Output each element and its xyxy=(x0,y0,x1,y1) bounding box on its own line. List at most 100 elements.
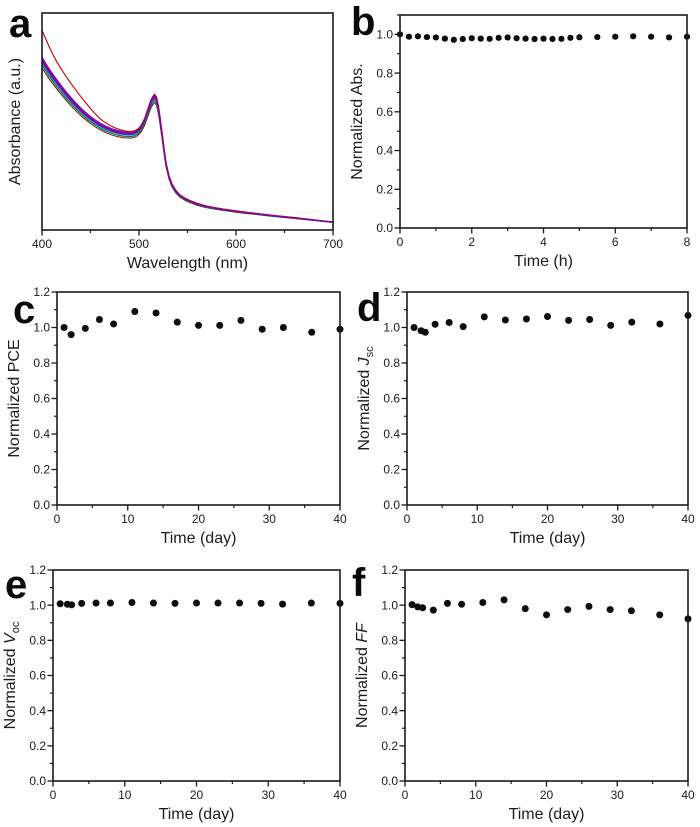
data-point xyxy=(468,35,475,42)
y-axis-title: Normalized PCE xyxy=(6,339,23,457)
x-axis-title: Time (h) xyxy=(514,253,573,270)
panel-letter-e: e xyxy=(5,563,27,607)
chart-host-d: 0 10 20 30 40 0.0 0.2 0.4 0.6 0.8 1.0 1.2 Time (day)… xyxy=(350,278,700,555)
data-point xyxy=(504,34,511,41)
x-axis: 0 2 4 6 8 xyxy=(397,228,691,249)
data-point xyxy=(237,316,245,324)
y-tick-label: 0.8 xyxy=(33,356,50,370)
data-point xyxy=(106,599,114,607)
data-point xyxy=(656,611,664,619)
spectrum-curve xyxy=(41,58,334,223)
data-point xyxy=(68,601,76,609)
x-tick-label: 40 xyxy=(681,788,695,802)
y-tick-label: 0.2 xyxy=(381,739,398,753)
data-point xyxy=(585,602,593,610)
data-points xyxy=(60,308,344,339)
data-point xyxy=(513,35,520,42)
x-tick-label: 6 xyxy=(612,235,619,249)
data-point xyxy=(308,328,316,336)
y-axis: 0.0 0.2 0.4 0.6 0.8 1.0 1.2 xyxy=(33,285,57,512)
spectrum-curve xyxy=(41,60,334,223)
y-tick-label: 0.6 xyxy=(33,392,50,406)
x-tick-label: 700 xyxy=(323,237,343,251)
y-tick-label: 0.0 xyxy=(29,774,46,788)
spectrum-curve xyxy=(41,62,334,223)
x-tick-label: 2 xyxy=(468,235,475,249)
data-point xyxy=(558,35,565,42)
data-point xyxy=(423,33,431,41)
panel-d: d 0 10 20 30 40 0.0 0.2 0.4 0.6 0.8 1.0 1.2 Time (da… xyxy=(350,278,700,555)
panel-f: f 0 10 20 30 40 0.0 0.2 0.4 0.6 0.8 1.0 1.2 Time (da… xyxy=(350,555,700,827)
chart-a: 400 500 600 700 Wavelength (nm) Absorbance (a… xyxy=(7,12,343,272)
plot-frame xyxy=(406,291,689,506)
data-point xyxy=(149,599,157,607)
spectrum-curve xyxy=(41,60,334,223)
y-tick-label: 0.2 xyxy=(383,463,400,477)
data-point xyxy=(607,321,615,329)
panel-letter-b: b xyxy=(351,0,375,44)
y-tick-label: 0.4 xyxy=(376,144,393,158)
data-point xyxy=(405,33,413,40)
data-point xyxy=(60,324,68,331)
data-point xyxy=(522,315,530,323)
x-axis-title: Time (day) xyxy=(161,530,237,547)
y-tick-label: 0.0 xyxy=(33,498,50,512)
panel-letter-f: f xyxy=(352,561,365,605)
x-axis: 0 10 20 30 40 xyxy=(50,781,347,802)
data-point xyxy=(486,35,493,42)
data-point xyxy=(480,313,488,321)
x-tick-label: 20 xyxy=(190,788,204,802)
x-tick-label: 40 xyxy=(333,788,347,802)
data-point xyxy=(479,599,487,607)
spectrum-curve xyxy=(41,30,334,223)
y-tick-label: 1.2 xyxy=(383,285,400,299)
x-axis: 0 10 20 30 40 xyxy=(402,781,695,802)
data-point xyxy=(459,323,467,331)
data-point xyxy=(432,34,439,41)
x-tick-label: 500 xyxy=(129,237,149,251)
data-point xyxy=(173,318,181,326)
data-points xyxy=(56,599,344,609)
data-point xyxy=(171,599,179,607)
data-point xyxy=(450,36,457,43)
x-tick-label: 20 xyxy=(540,788,554,802)
data-point xyxy=(95,316,103,324)
x-tick-label: 20 xyxy=(192,512,206,526)
chart-b: 0 2 4 6 8 0.0 0.2 0.4 0.6 0.8 1.0 Time (h) Normalize… xyxy=(349,14,691,270)
data-point xyxy=(612,33,619,40)
x-tick-label: 600 xyxy=(226,237,246,251)
x-axis-title: Time (day) xyxy=(510,530,586,547)
data-point xyxy=(67,331,75,339)
x-axis-title: Time (day) xyxy=(159,806,235,823)
spectrum-curve xyxy=(41,56,334,223)
y-tick-label: 0.2 xyxy=(33,463,50,477)
x-tick-label: 0 xyxy=(402,788,409,802)
y-axis-title: Normalized Voc xyxy=(2,621,22,729)
x-tick-label: 8 xyxy=(684,235,691,249)
x-tick-label: 20 xyxy=(541,512,555,526)
data-point xyxy=(500,596,508,604)
data-point xyxy=(431,320,439,328)
y-tick-label: 1.0 xyxy=(383,321,400,335)
data-point xyxy=(540,35,547,42)
chart-d: 0 10 20 30 40 0.0 0.2 0.4 0.6 0.8 1.0 1.2 Time (day)… xyxy=(356,285,695,547)
x-tick-label: 10 xyxy=(471,512,485,526)
data-point xyxy=(257,599,265,607)
y-axis: 0.0 0.2 0.4 0.6 0.8 1.0 xyxy=(376,14,400,235)
x-tick-label: 30 xyxy=(611,512,625,526)
data-point xyxy=(128,599,136,607)
data-point xyxy=(236,599,244,607)
chart-c: 0 10 20 30 40 0.0 0.2 0.4 0.6 0.8 1.0 1.2 Time (day)… xyxy=(6,285,347,547)
data-point xyxy=(410,324,418,331)
data-point xyxy=(665,34,673,41)
plot-frame xyxy=(404,569,689,782)
data-point xyxy=(81,324,89,332)
x-axis: 400 500 600 700 xyxy=(32,230,343,251)
data-point xyxy=(656,320,664,328)
data-point xyxy=(195,321,202,329)
y-tick-label: 1.0 xyxy=(376,28,393,42)
data-point xyxy=(193,599,200,607)
panel-letter-c: c xyxy=(13,288,35,332)
x-tick-label: 400 xyxy=(32,237,52,251)
